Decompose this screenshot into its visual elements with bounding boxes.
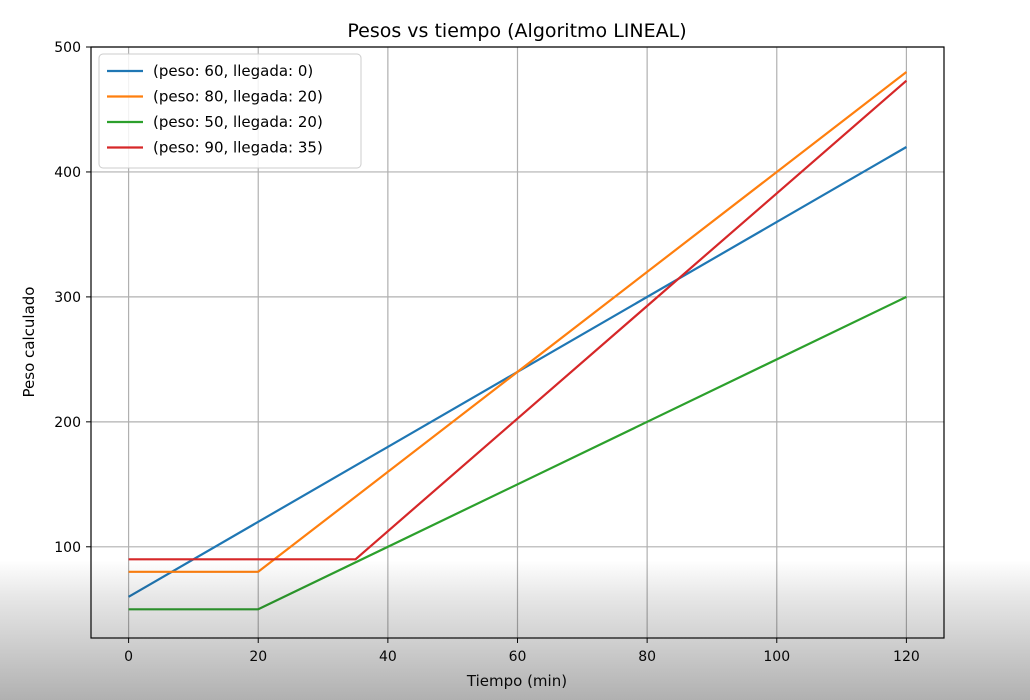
series-line-4	[128, 79, 908, 561]
series-line-3	[128, 295, 907, 611]
x-tick-label: 20	[249, 649, 267, 665]
x-tick-label: 0	[124, 649, 133, 665]
axis-ticks: 0 20 40 60 80 100 120 100 200 300 400 500	[54, 40, 920, 665]
legend-box	[98, 53, 362, 169]
legend-label-4: (peso: 90, llegada: 35)	[153, 139, 323, 157]
y-tick-label: 100	[54, 540, 81, 556]
x-tick-label: 120	[893, 649, 920, 665]
y-axis-label: Peso calculado	[20, 287, 38, 398]
legend-label-2: (peso: 80, llegada: 20)	[153, 88, 323, 106]
chart-title: Pesos vs tiempo (Algoritmo LINEAL)	[347, 20, 686, 42]
y-tick-label: 300	[54, 290, 81, 306]
series-lines	[128, 71, 908, 611]
x-tick-label: 100	[763, 649, 790, 665]
y-tick-label: 500	[54, 40, 81, 56]
legend: (peso: 60, llegada: 0) (peso: 80, llegada…	[98, 53, 362, 169]
y-tick-label: 400	[54, 165, 81, 181]
x-tick-label: 60	[509, 649, 527, 665]
legend-label-1: (peso: 60, llegada: 0)	[153, 62, 313, 80]
y-tick-label: 200	[54, 415, 81, 431]
series-line-2	[128, 71, 908, 573]
legend-label-3: (peso: 50, llegada: 20)	[153, 113, 323, 131]
x-tick-label: 80	[638, 649, 656, 665]
x-tick-label: 40	[379, 649, 397, 665]
x-axis-label: Tiempo (min)	[466, 672, 567, 690]
